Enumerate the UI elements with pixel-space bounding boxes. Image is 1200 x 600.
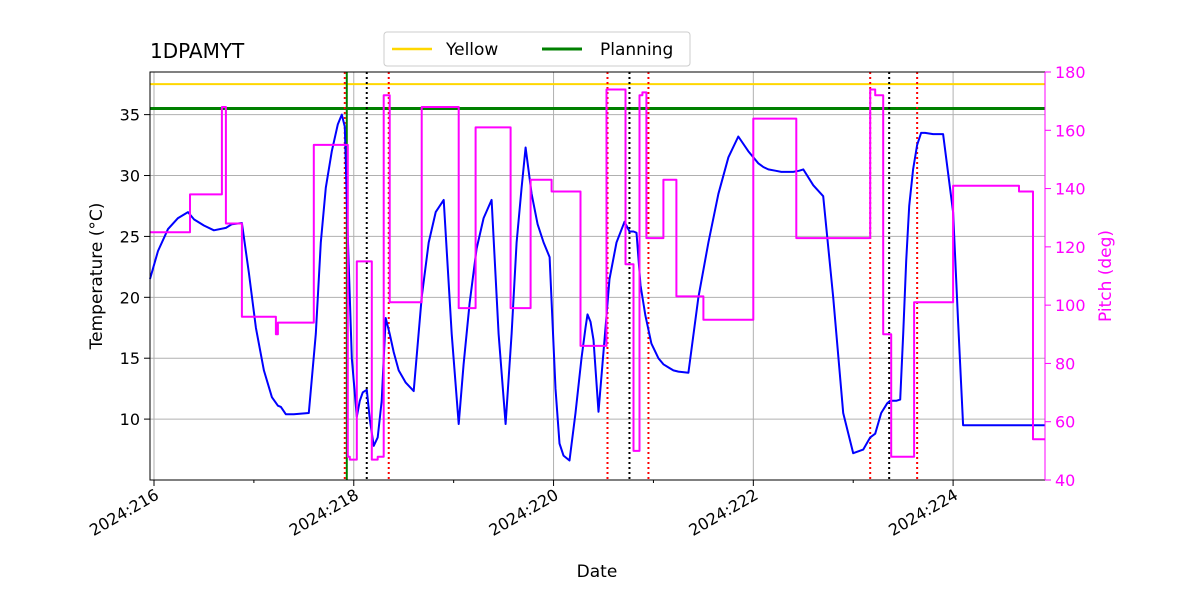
legend-label-yellow: Yellow [445, 40, 498, 60]
y-right-tick-label: 40 [1055, 471, 1075, 490]
temperature-series-line [149, 113, 1045, 462]
series-layer [149, 88, 1045, 462]
y-axis-right: 40 60 80 100 120 140 160 180 [1044, 63, 1086, 490]
y-left-tick-label: 20 [120, 288, 140, 307]
vertical-event-lines [343, 72, 919, 480]
x-axis-label: Date [577, 562, 618, 582]
y-right-tick-label: 180 [1055, 63, 1086, 82]
legend: Yellow Planning [383, 31, 691, 67]
y-right-tick-label: 120 [1055, 238, 1086, 257]
y-left-tick-label: 30 [120, 167, 140, 186]
y-axis-left-label: Temperature (°C) [87, 203, 107, 351]
y-left-tick-label: 10 [120, 410, 140, 429]
y-right-tick-label: 100 [1055, 296, 1086, 315]
y-right-tick-label: 60 [1055, 413, 1075, 432]
chart-title: 1DPAMYT [150, 39, 245, 63]
y-axis-left: 10 15 20 25 30 35 [120, 106, 150, 429]
legend-label-planning: Planning [600, 40, 673, 60]
y-axis-right-label: Pitch (deg) [1096, 230, 1116, 322]
y-right-tick-label: 160 [1055, 121, 1086, 140]
y-left-tick-label: 15 [120, 349, 140, 368]
y-right-tick-label: 140 [1055, 180, 1086, 199]
y-left-tick-label: 35 [120, 106, 140, 125]
limit-lines [150, 83, 1045, 111]
y-right-tick-label: 80 [1055, 354, 1075, 373]
legend-box [383, 31, 691, 67]
pitch-series-line [150, 88, 1045, 461]
y-left-tick-label: 25 [120, 227, 140, 246]
